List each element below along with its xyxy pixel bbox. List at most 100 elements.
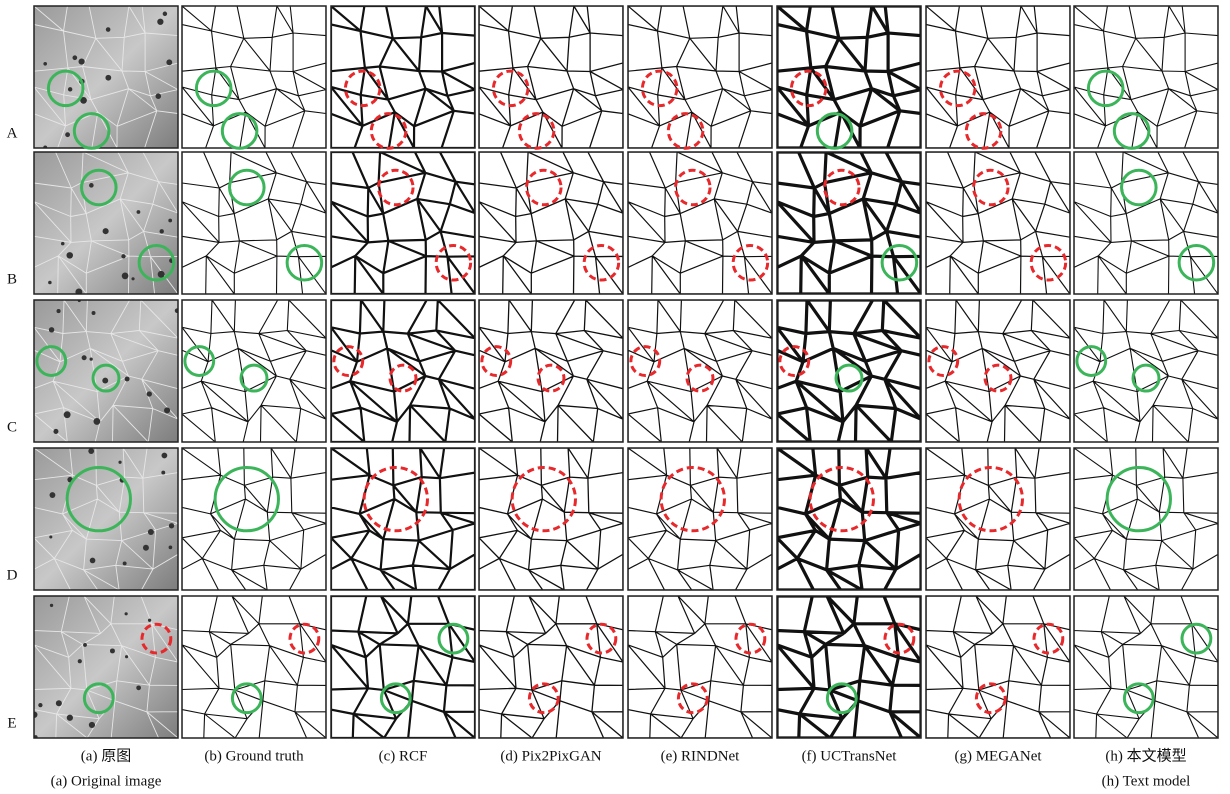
pore [121,254,125,258]
pore [93,418,100,425]
column-caption: (d) Pix2PixGAN [500,748,601,764]
panel-bg [331,300,475,442]
figure: ABCDE(a) 原图(a) Original image(b) Ground … [0,0,1230,794]
pore [48,281,52,285]
pore [123,561,127,565]
panel [926,596,1070,738]
panel [926,300,1070,442]
panel [628,300,772,442]
panel [479,6,623,148]
panel-bg [34,596,178,738]
pore [157,19,163,25]
column-caption: (a) 原图 [81,747,131,764]
pore [160,229,164,233]
panel [182,596,326,738]
pore [125,655,128,658]
panel [182,300,326,442]
pore [169,523,174,528]
pore [156,93,162,99]
pore [89,183,94,188]
row-label: B [7,271,17,287]
panel-bg [628,300,772,442]
pore [49,327,54,332]
pore [89,722,95,728]
row-label: A [7,125,18,141]
pore [148,619,151,622]
pore [78,659,82,663]
pore [88,448,94,454]
pore [61,242,65,246]
pore [79,58,85,64]
pore [125,612,128,615]
pore [66,252,73,259]
pore [131,277,134,280]
panel [1074,300,1218,442]
panel [34,299,179,442]
panel-bg [479,596,623,738]
pore [102,378,108,384]
panel [1074,596,1218,738]
panel-bg [1074,596,1218,738]
pore [166,59,172,65]
pore [57,309,61,313]
row-label: D [7,567,18,583]
panel-bg [479,300,623,442]
panel [331,300,475,442]
pore [168,219,172,223]
pore [143,545,149,551]
panel [1074,6,1218,148]
panel [182,6,326,148]
pore [110,648,115,653]
pore [103,228,109,234]
column-caption-en: (a) Original image [51,773,162,789]
column-caption: (h) 本文模型 [1105,747,1186,764]
panel [926,6,1070,148]
pore [162,453,168,459]
pore [136,685,141,690]
column-caption: (c) RCF [379,748,428,764]
pore [56,700,62,706]
panel-bg [34,300,178,442]
panel [331,596,475,738]
panel [777,6,921,148]
panel [34,6,178,149]
pore [90,558,96,564]
column-caption: (e) RINDNet [661,748,741,764]
pore [43,62,47,66]
panel [31,596,178,739]
panel [479,596,623,738]
panel [777,300,921,442]
column-caption: (f) UCTransNet [802,748,898,764]
column-caption: (b) Ground truth [204,748,304,764]
pore [105,75,111,81]
panel [628,6,772,148]
pore [49,535,52,538]
column-caption: (g) MEGANet [954,748,1042,764]
pore [72,55,77,60]
pore [164,407,170,413]
pore [161,471,165,475]
pore [92,311,96,315]
pore [53,429,58,434]
pore [106,27,111,32]
panel [777,596,921,738]
row-label: E [7,715,16,731]
panel [331,6,475,148]
pore [122,273,129,280]
pore [158,271,165,278]
pore [68,87,72,91]
panel-bg [182,300,326,442]
pore [90,358,93,361]
pore [163,12,167,16]
panel-bg [182,596,326,738]
panel-bg [628,596,772,738]
panel [628,596,772,738]
pore [83,643,87,647]
pore [50,604,53,607]
pore [38,703,42,707]
pore [147,391,152,396]
panel-bg [926,300,1070,442]
pore [65,132,70,137]
pore [118,461,121,464]
panel-bg [926,596,1070,738]
